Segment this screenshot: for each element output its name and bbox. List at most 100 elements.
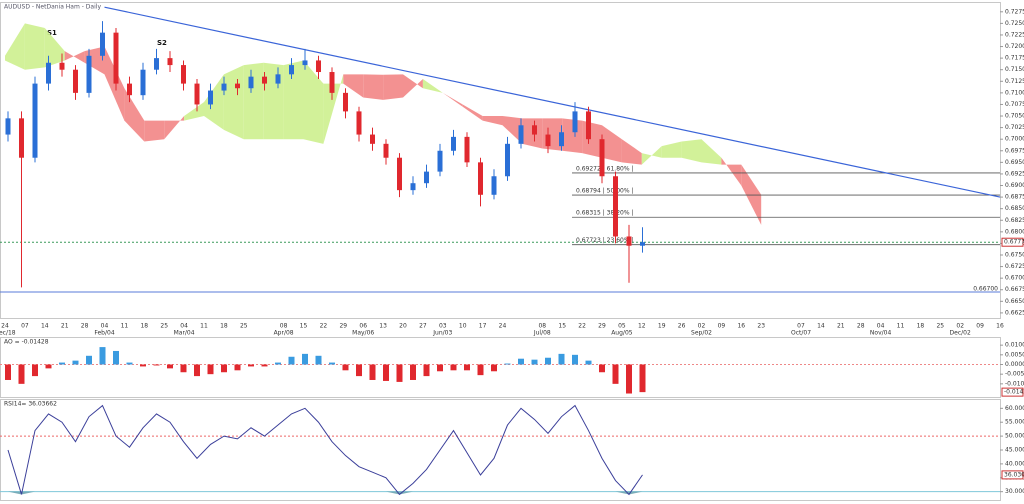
- bar: [396, 364, 403, 382]
- y-tick-label: 0.69250: [1005, 170, 1024, 177]
- candle-body: [140, 69, 146, 96]
- candle-body: [59, 62, 65, 70]
- bar: [626, 364, 632, 394]
- y-tick-label: -0.00500: [1005, 371, 1024, 378]
- x-tick-label: 16: [996, 323, 1004, 330]
- x-tick-label: 17: [479, 323, 487, 330]
- x-tick-label: 02: [956, 323, 964, 330]
- x-tick-label: 25: [160, 323, 168, 330]
- x-tick-label: 27: [419, 323, 427, 330]
- bar: [315, 355, 322, 365]
- bar: [612, 364, 619, 384]
- cloud-segment: [283, 60, 304, 140]
- rsi-line: [7, 404, 643, 496]
- bar: [288, 356, 295, 365]
- cloud-segment: [621, 139, 642, 165]
- bar: [153, 364, 160, 366]
- bar: [342, 364, 349, 371]
- x-tick-label: 14: [41, 323, 49, 330]
- bar: [302, 353, 308, 365]
- x-tick-label: 10: [459, 323, 467, 330]
- candle-body: [383, 143, 389, 158]
- y-tick-label: 0.72750: [1005, 8, 1024, 15]
- value-tag: [1001, 470, 1024, 480]
- cloud-segment: [403, 74, 423, 98]
- bar: [194, 364, 200, 377]
- value-tag-label: 0.67776: [1004, 239, 1024, 246]
- bar: [545, 357, 551, 365]
- x-month-label: Dec/18: [0, 330, 16, 337]
- candle-body: [410, 183, 416, 191]
- candle-body: [275, 74, 281, 84]
- x-tick-label: 18: [917, 323, 925, 330]
- candle-body: [181, 65, 186, 84]
- bar: [140, 364, 146, 367]
- trendline: [104, 6, 1001, 198]
- y-tick-label: 0.66500: [1005, 298, 1024, 305]
- y-tick-label: 0.72250: [1005, 31, 1024, 38]
- y-tick-label: 30.00000: [1005, 488, 1024, 495]
- bar: [518, 358, 524, 365]
- candle-body: [356, 111, 362, 135]
- oversold-area: [615, 491, 629, 495]
- x-month-label: Feb/04: [94, 330, 114, 337]
- cloud-segment: [5, 23, 25, 70]
- oversold-area: [386, 491, 400, 495]
- cloud-segment: [24, 23, 45, 70]
- candle-body: [86, 55, 92, 93]
- candle-body: [640, 242, 645, 246]
- cloud-segment: [84, 46, 105, 75]
- bar: [369, 364, 376, 380]
- x-tick-label: 19: [658, 323, 666, 330]
- x-tick-label: 29: [598, 323, 606, 330]
- cloud-segment: [383, 74, 403, 100]
- x-tick-label: 08: [538, 323, 546, 330]
- y-tick-label: 0.69500: [1005, 159, 1024, 166]
- y-tick-label: 0.70500: [1005, 113, 1024, 120]
- candle-body: [343, 92, 348, 112]
- cloud-segment: [44, 28, 65, 68]
- x-tick-label: 07: [21, 323, 29, 330]
- candle-body: [626, 236, 632, 246]
- cloud-segment: [323, 74, 344, 144]
- cloud-segment: [363, 74, 384, 100]
- bar: [639, 364, 646, 393]
- cloud-segment: [303, 60, 324, 144]
- candle-body: [586, 111, 591, 140]
- cloud-segment: [661, 141, 682, 158]
- bar: [275, 362, 281, 365]
- y-tick-label: 0.67250: [1005, 263, 1024, 270]
- fib-label: 0.68315 | 38.20% |: [576, 210, 633, 217]
- y-tick-label: 40.00000: [1005, 460, 1024, 467]
- x-tick-label: 06: [359, 323, 367, 330]
- y-tick-label: 0.69750: [1005, 147, 1024, 154]
- y-tick-label: 0.01000: [1005, 342, 1024, 349]
- candle-body: [329, 72, 335, 93]
- y-tick-label: -0.01000: [1005, 380, 1024, 387]
- y-tick-label: 0.00000: [1005, 361, 1024, 368]
- bar: [423, 364, 430, 377]
- bar: [234, 364, 241, 371]
- candle-body: [248, 76, 254, 89]
- x-month-label: Oct/07: [791, 330, 811, 337]
- oversold-area: [8, 491, 22, 495]
- bar: [329, 362, 335, 365]
- cloud-segment: [243, 62, 264, 140]
- oversold-area: [629, 491, 643, 495]
- x-tick-label: 29: [339, 323, 347, 330]
- cloud-segment: [164, 116, 185, 140]
- bar: [221, 364, 227, 373]
- candle-body: [19, 118, 24, 158]
- bar: [248, 364, 254, 367]
- candle-body: [73, 69, 78, 93]
- cloud-segment: [602, 125, 622, 163]
- bar: [86, 355, 92, 365]
- candle-body: [194, 83, 200, 105]
- bar: [72, 360, 79, 365]
- cloud-segment: [681, 139, 702, 163]
- y-tick-label: 0.68500: [1005, 205, 1024, 212]
- x-month-label: Dec/02: [950, 330, 971, 337]
